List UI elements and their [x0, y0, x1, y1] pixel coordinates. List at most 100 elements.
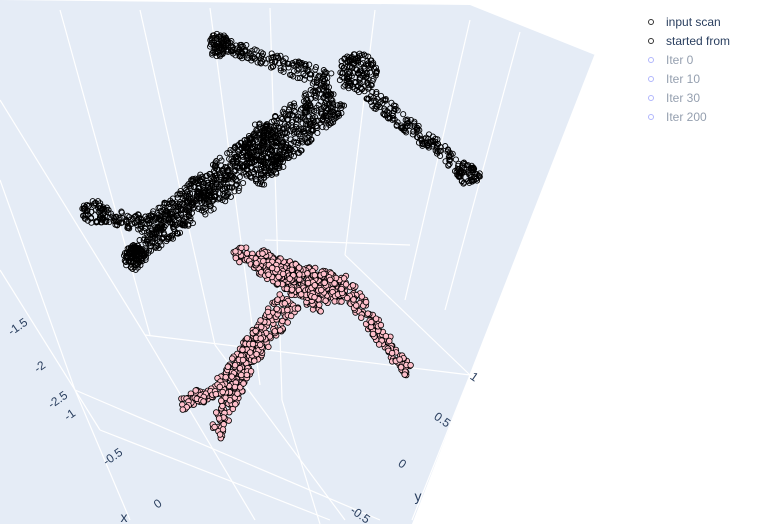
started-from-point [432, 147, 439, 154]
legend-item[interactable]: Iter 200 [636, 107, 762, 126]
started-from-point [254, 59, 261, 66]
grid-line [281, 399, 321, 524]
started-from-point [154, 224, 161, 231]
input-scan-point [220, 421, 227, 428]
legend-item[interactable]: Iter 30 [636, 88, 762, 107]
input-scan-point [274, 280, 281, 287]
started-from-point [92, 199, 99, 207]
legend-item[interactable]: started from [636, 31, 762, 50]
started-from-point [233, 176, 240, 183]
started-from-point [306, 75, 314, 82]
started-from-point [153, 243, 160, 250]
started-from-point [220, 32, 228, 39]
started-from-point [413, 124, 420, 131]
legend-label: started from [666, 33, 731, 48]
started-from-point [216, 51, 223, 58]
started-from-point [164, 235, 171, 243]
input-scan-point [382, 333, 390, 340]
started-from-point [290, 100, 298, 107]
legend-label: Iter 30 [666, 90, 701, 105]
input-scan-point [252, 327, 259, 335]
input-scan-point [257, 335, 264, 342]
started-from-point [151, 235, 158, 243]
input-scan-point [253, 260, 260, 267]
started-from-point [254, 143, 261, 151]
started-from-point [261, 174, 268, 182]
started-from-point [231, 162, 238, 169]
legend-marker-icon [636, 94, 666, 101]
input-scan-point [296, 271, 303, 278]
started-from-point [281, 126, 288, 133]
started-from-point [313, 79, 320, 87]
started-from-point [225, 191, 232, 198]
started-from-point [348, 73, 355, 80]
legend-item[interactable]: Iter 10 [636, 69, 762, 88]
started-from-point [411, 118, 418, 125]
started-from-point [256, 120, 263, 127]
input-scan-point [311, 282, 318, 289]
started-from-point [317, 98, 324, 105]
started-from-point [224, 150, 231, 157]
started-from-point [293, 139, 300, 146]
started-from-point [251, 46, 258, 53]
started-from-point [277, 67, 284, 74]
started-from-point [285, 147, 292, 154]
started-from-point [256, 180, 264, 187]
input-scan-point [276, 291, 283, 298]
grid-line [344, 9, 376, 256]
started-from-point [356, 76, 363, 83]
started-from-point [293, 121, 300, 128]
started-from-point [258, 49, 265, 56]
started-from-point [227, 163, 234, 170]
input-scan-point [232, 401, 239, 408]
input-scan-point [228, 373, 235, 380]
started-from-point [236, 47, 243, 54]
started-from-point [301, 76, 308, 83]
started-from-point [447, 151, 454, 158]
grid-line [139, 9, 216, 346]
started-from-point [199, 204, 206, 211]
started-from-point [415, 139, 423, 146]
started-from-point [268, 118, 275, 125]
input-scan-point [219, 426, 227, 433]
input-scan-point [281, 300, 288, 307]
started-from-point [317, 79, 324, 86]
started-from-point [190, 199, 197, 206]
started-from-point [219, 196, 226, 204]
started-from-point [279, 140, 286, 147]
started-from-point [203, 194, 210, 201]
legend-item[interactable]: input scan [636, 12, 762, 31]
started-from-point [457, 168, 464, 175]
started-from-point [228, 38, 235, 45]
started-from-point [381, 105, 388, 112]
started-from-point [303, 104, 310, 111]
started-from-point [230, 146, 237, 153]
legend-label: Iter 0 [666, 52, 694, 67]
started-from-point [174, 191, 181, 198]
started-from-point [332, 106, 339, 113]
input-scan-point [231, 383, 239, 391]
started-from-point [345, 56, 352, 63]
input-scan-point [284, 306, 291, 314]
input-scan-point [222, 374, 229, 381]
grid-line [344, 254, 471, 376]
input-scan-point [284, 319, 291, 326]
started-from-point [231, 188, 238, 195]
started-from-point [124, 224, 132, 231]
started-from-point [355, 69, 362, 77]
started-from-point [174, 206, 181, 213]
started-from-point [185, 221, 192, 228]
started-from-point [423, 140, 430, 147]
started-from-point [82, 204, 89, 211]
started-from-point [207, 185, 214, 192]
started-from-point [372, 64, 380, 71]
started-from-point [167, 210, 174, 217]
input-scan-point [304, 279, 312, 287]
started-from-point [249, 54, 256, 61]
started-from-point [292, 135, 299, 142]
started-from-point [410, 128, 417, 135]
input-scan-point [322, 297, 329, 304]
legend-item[interactable]: Iter 0 [636, 50, 762, 69]
input-scan-point [273, 305, 280, 313]
